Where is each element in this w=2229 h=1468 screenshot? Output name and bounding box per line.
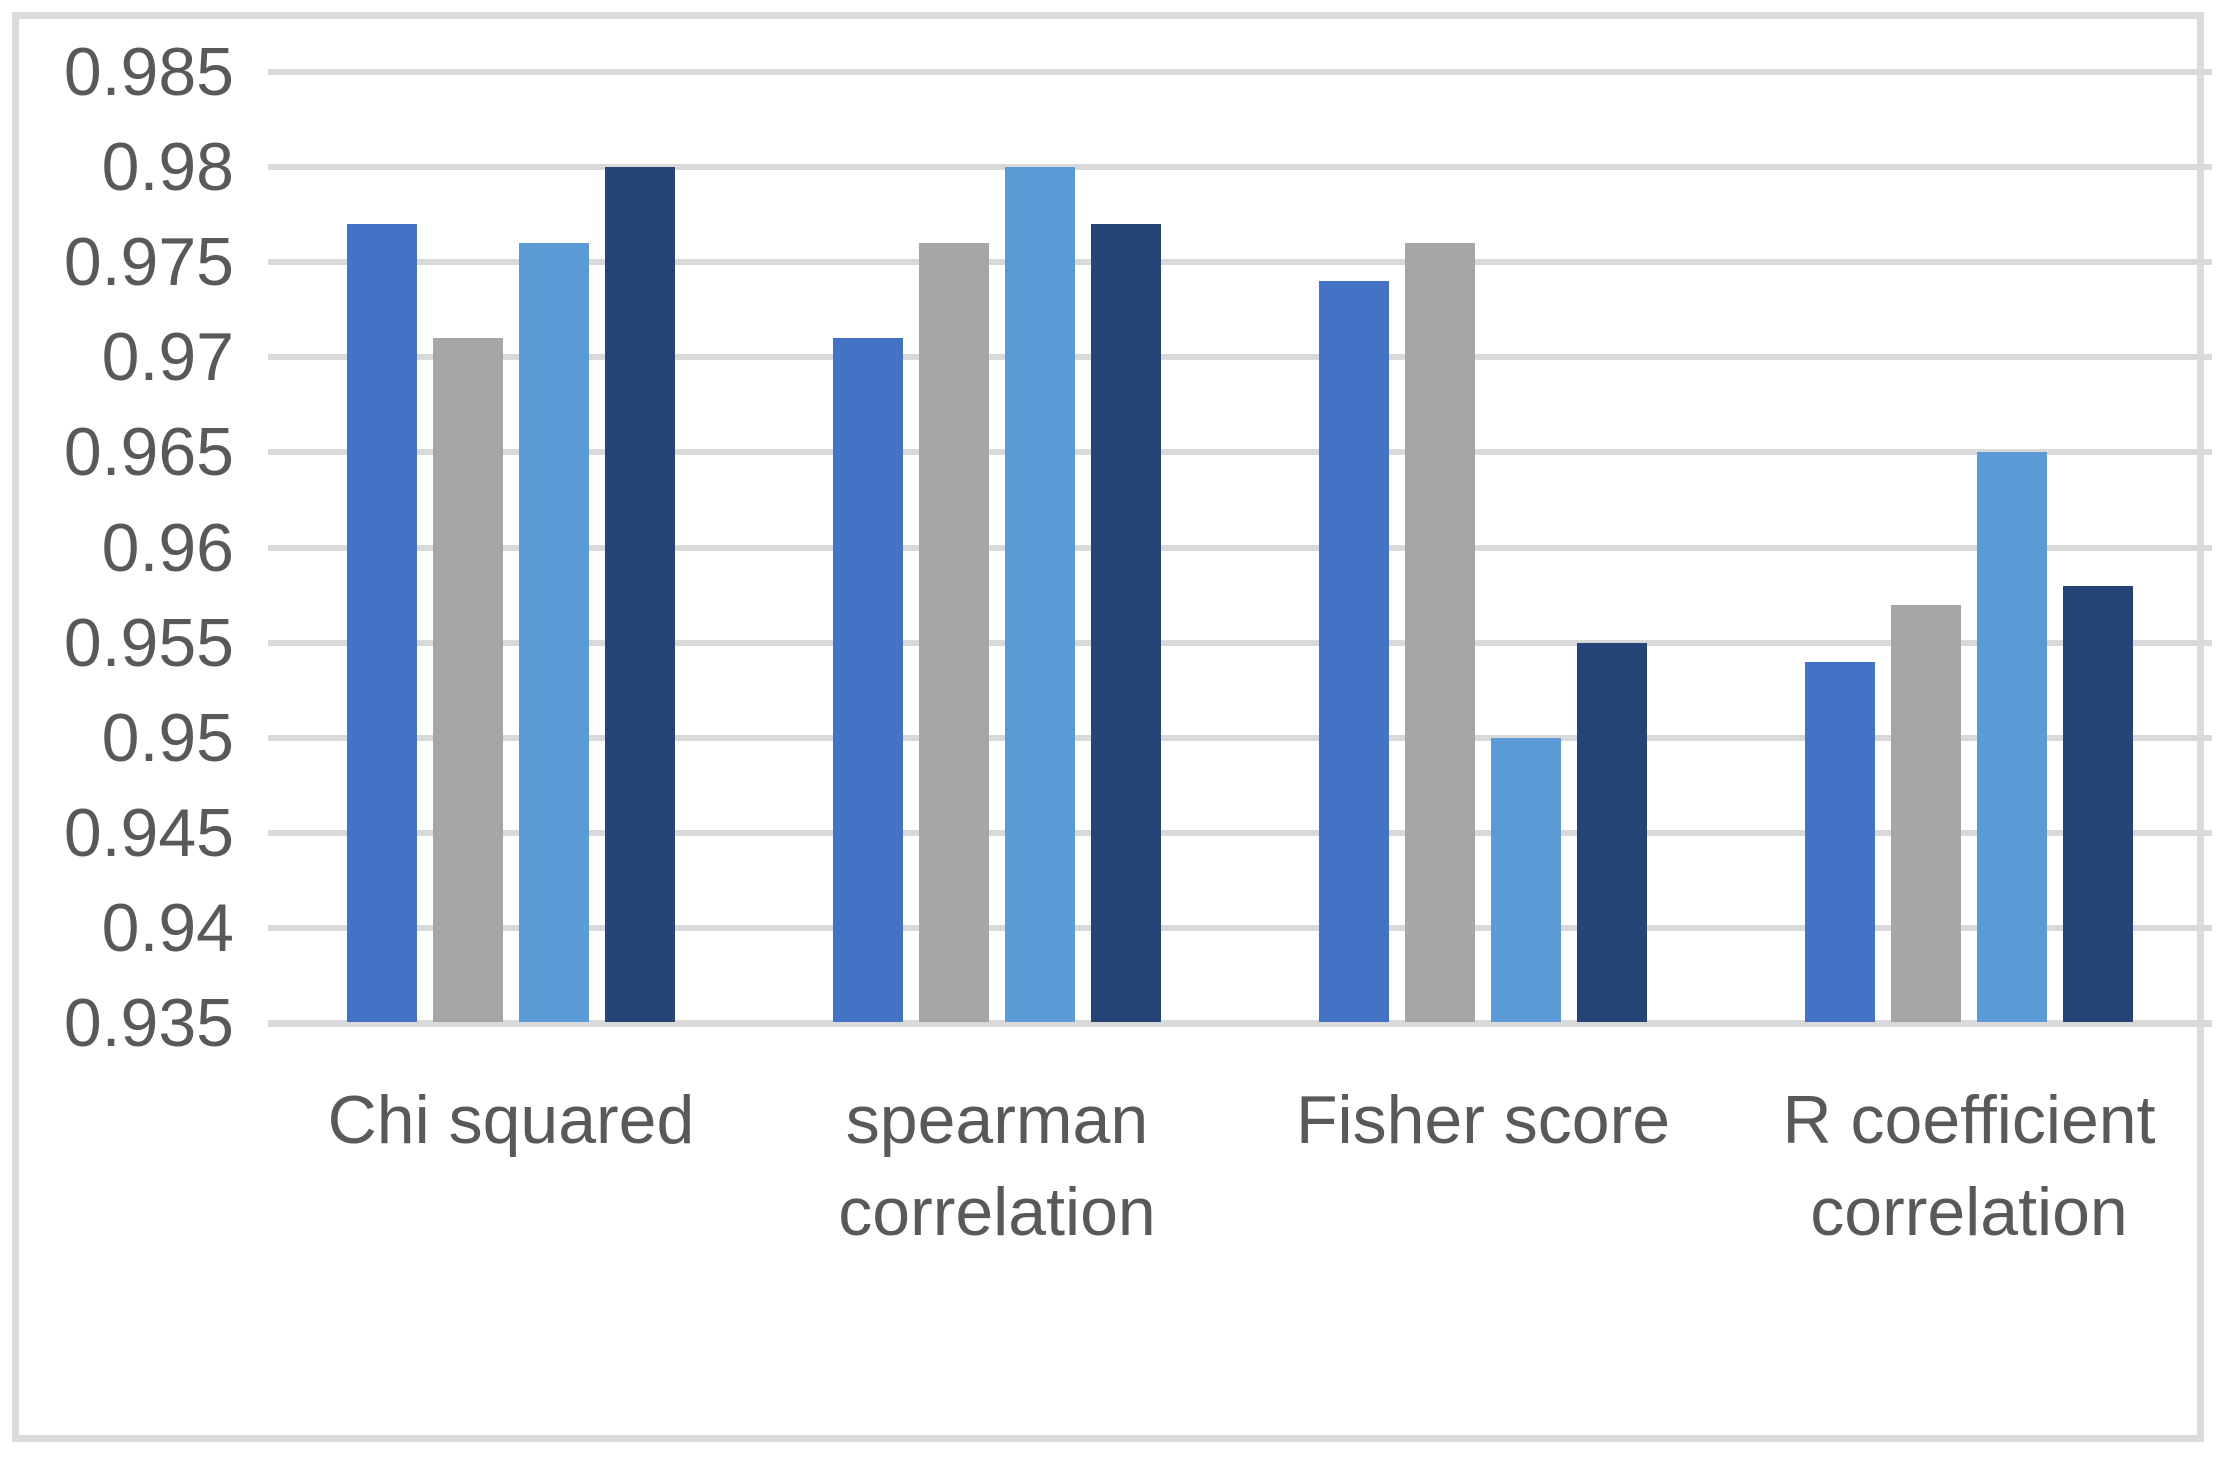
gridlines-layer <box>19 19 2212 1435</box>
y-axis-tick-label: 0.975 <box>63 224 234 300</box>
bar-light-blue-cat4 <box>1977 452 2047 1022</box>
bars-layer <box>19 19 2197 1435</box>
chart-frame: 0.985 0.98 0.975 0.97 0.965 0.96 0.955 0.95 0.94… <box>12 12 2212 1442</box>
y-axis-tick-label: 0.95 <box>101 700 234 776</box>
bar-light-blue-cat1 <box>519 243 589 1022</box>
gridline <box>268 259 2212 265</box>
y-axis-tick-label: 0.98 <box>101 129 234 205</box>
bar-blue-cat4 <box>1805 662 1875 1022</box>
axis-labels-layer: 0.985 0.98 0.975 0.97 0.965 0.96 0.955 0.95 0.94… <box>19 19 2197 1435</box>
x-axis-line <box>268 1020 2212 1027</box>
bar-dark-blue-cat1 <box>605 167 675 1022</box>
x-axis-category-label: R coefficient correlation <box>1782 1082 2156 1250</box>
gridline <box>268 830 2212 836</box>
bar-gray-cat4 <box>1891 605 1961 1022</box>
y-axis-tick-label: 0.985 <box>63 34 234 110</box>
x-axis-category-label: Chi squared <box>327 1082 695 1158</box>
bar-light-blue-cat3 <box>1491 738 1561 1022</box>
bar-blue-cat3 <box>1319 281 1389 1022</box>
x-axis-category-label: spearman correlation <box>838 1082 1156 1250</box>
gridline <box>268 925 2212 931</box>
gridline <box>268 354 2212 360</box>
gridline <box>268 545 2212 551</box>
bar-blue-cat2 <box>833 338 903 1022</box>
y-axis-tick-label: 0.97 <box>101 319 234 395</box>
bar-gray-cat2 <box>919 243 989 1022</box>
y-axis-tick-label: 0.96 <box>101 510 234 586</box>
gridline <box>268 69 2212 75</box>
bar-blue-cat1 <box>347 224 417 1022</box>
gridline <box>268 640 2212 646</box>
y-axis-tick-label: 0.935 <box>63 985 234 1061</box>
bar-gray-cat1 <box>433 338 503 1022</box>
bar-dark-blue-cat2 <box>1091 224 1161 1022</box>
bar-gray-cat3 <box>1405 243 1475 1022</box>
gridline <box>268 164 2212 170</box>
y-axis-tick-label: 0.965 <box>63 414 234 490</box>
bar-dark-blue-cat3 <box>1577 643 1647 1022</box>
y-axis-tick-label: 0.94 <box>101 890 234 966</box>
y-axis-tick-label: 0.955 <box>63 605 234 681</box>
y-axis-tick-label: 0.945 <box>63 795 234 871</box>
bar-dark-blue-cat4 <box>2063 586 2133 1022</box>
bar-light-blue-cat2 <box>1005 167 1075 1022</box>
gridline <box>268 449 2212 455</box>
x-axis-category-label: Fisher score <box>1295 1082 1671 1158</box>
gridline <box>268 735 2212 741</box>
